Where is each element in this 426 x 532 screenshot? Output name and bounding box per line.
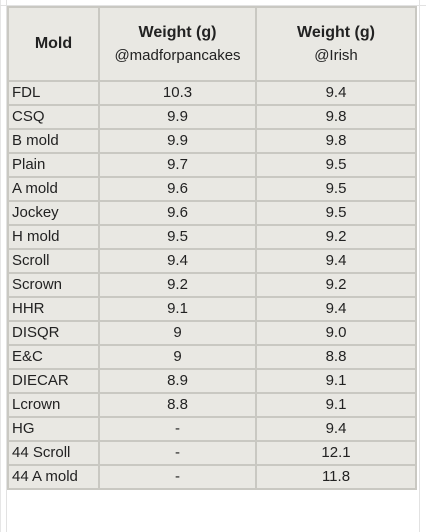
table-row: 44 Scroll - 12.1 [7, 440, 417, 466]
table-row: DIECAR 8.9 9.1 [7, 368, 417, 394]
cell-weight-madforpancakes[interactable]: - [98, 416, 257, 442]
cell-mold[interactable]: FDL [7, 80, 100, 106]
table-row: E&C 9 8.8 [7, 344, 417, 370]
cell-mold[interactable]: Plain [7, 152, 100, 178]
cell-mold[interactable]: CSQ [7, 104, 100, 130]
cell-weight-irish[interactable]: 9.4 [255, 296, 417, 322]
cell-weight-madforpancakes[interactable]: 9.9 [98, 104, 257, 130]
cell-weight-irish[interactable]: 8.8 [255, 344, 417, 370]
header-row: Mold Weight (g) @madforpancakes Weight (… [7, 6, 417, 82]
cell-weight-irish[interactable]: 9.4 [255, 80, 417, 106]
cell-mold[interactable]: Scroll [7, 248, 100, 274]
cell-mold[interactable]: H mold [7, 224, 100, 250]
cell-weight-irish[interactable]: 9.5 [255, 176, 417, 202]
table-row: 44 A mold - 11.8 [7, 464, 417, 490]
cell-mold[interactable]: DIECAR [7, 368, 100, 394]
cell-weight-irish[interactable]: 9.8 [255, 128, 417, 154]
cell-weight-madforpancakes[interactable]: 9.6 [98, 176, 257, 202]
cell-mold[interactable]: Jockey [7, 200, 100, 226]
cell-mold[interactable]: 44 A mold [7, 464, 100, 490]
table-row: DISQR 9 9.0 [7, 320, 417, 346]
cell-mold[interactable]: B mold [7, 128, 100, 154]
table-row: H mold 9.5 9.2 [7, 224, 417, 250]
cell-mold[interactable]: A mold [7, 176, 100, 202]
cell-weight-madforpancakes[interactable]: 9.6 [98, 200, 257, 226]
cell-weight-irish[interactable]: 9.2 [255, 272, 417, 298]
cell-weight-irish[interactable]: 9.4 [255, 416, 417, 442]
table-row: Scroll 9.4 9.4 [7, 248, 417, 274]
cell-weight-madforpancakes[interactable]: 10.3 [98, 80, 257, 106]
table-row: Lcrown 8.8 9.1 [7, 392, 417, 418]
table-row: HHR 9.1 9.4 [7, 296, 417, 322]
cell-weight-irish[interactable]: 9.1 [255, 392, 417, 418]
header-mold[interactable]: Mold [7, 6, 100, 82]
cell-weight-madforpancakes[interactable]: - [98, 464, 257, 490]
mold-weight-table: Mold Weight (g) @madforpancakes Weight (… [7, 6, 417, 490]
cell-mold[interactable]: DISQR [7, 320, 100, 346]
cell-weight-irish[interactable]: 12.1 [255, 440, 417, 466]
cell-mold[interactable]: 44 Scroll [7, 440, 100, 466]
cell-weight-madforpancakes[interactable]: 9.5 [98, 224, 257, 250]
header-mold-label: Mold [34, 35, 73, 52]
header-madforpancakes[interactable]: Weight (g) @madforpancakes [98, 6, 257, 82]
cell-weight-madforpancakes[interactable]: 9 [98, 344, 257, 370]
cell-mold[interactable]: Scrown [7, 272, 100, 298]
cell-mold[interactable]: HG [7, 416, 100, 442]
cell-weight-madforpancakes[interactable]: 9.9 [98, 128, 257, 154]
table-row: CSQ 9.9 9.8 [7, 104, 417, 130]
cell-weight-irish[interactable]: 9.8 [255, 104, 417, 130]
header-madforpancakes-title: Weight (g) [138, 24, 217, 41]
header-irish-title: Weight (g) [297, 24, 375, 41]
table-row: HG - 9.4 [7, 416, 417, 442]
cell-weight-madforpancakes[interactable]: 9.1 [98, 296, 257, 322]
cell-weight-irish[interactable]: 9.2 [255, 224, 417, 250]
cell-weight-irish[interactable]: 9.5 [255, 152, 417, 178]
table-row: Jockey 9.6 9.5 [7, 200, 417, 226]
header-irish-sub: @Irish [314, 47, 358, 64]
cell-weight-madforpancakes[interactable]: 8.9 [98, 368, 257, 394]
cell-weight-madforpancakes[interactable]: 9 [98, 320, 257, 346]
table-row: A mold 9.6 9.5 [7, 176, 417, 202]
cell-weight-madforpancakes[interactable]: - [98, 440, 257, 466]
table-row: FDL 10.3 9.4 [7, 80, 417, 106]
table-row: Plain 9.7 9.5 [7, 152, 417, 178]
cell-weight-madforpancakes[interactable]: 9.7 [98, 152, 257, 178]
cell-mold[interactable]: E&C [7, 344, 100, 370]
cell-mold[interactable]: HHR [7, 296, 100, 322]
cell-weight-irish[interactable]: 9.0 [255, 320, 417, 346]
cell-weight-madforpancakes[interactable]: 9.2 [98, 272, 257, 298]
cell-weight-irish[interactable]: 9.4 [255, 248, 417, 274]
cell-weight-irish[interactable]: 9.1 [255, 368, 417, 394]
header-madforpancakes-sub: @madforpancakes [114, 47, 241, 64]
cell-weight-irish[interactable]: 11.8 [255, 464, 417, 490]
header-irish[interactable]: Weight (g) @Irish [255, 6, 417, 82]
cell-mold[interactable]: Lcrown [7, 392, 100, 418]
table-row: Scrown 9.2 9.2 [7, 272, 417, 298]
cell-weight-madforpancakes[interactable]: 8.8 [98, 392, 257, 418]
table-row: B mold 9.9 9.8 [7, 128, 417, 154]
cell-weight-irish[interactable]: 9.5 [255, 200, 417, 226]
cell-weight-madforpancakes[interactable]: 9.4 [98, 248, 257, 274]
